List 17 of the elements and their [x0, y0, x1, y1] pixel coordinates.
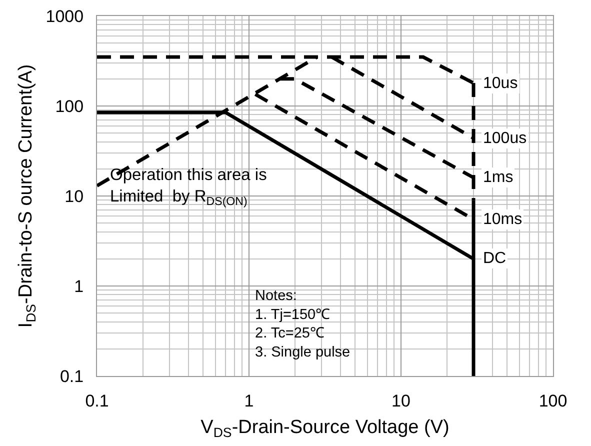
annotation: Notes: 1. Tj=150℃ 2. Tc=25℃ 3. Single pulse: [255, 288, 350, 361]
x-tick-label: 10: [392, 391, 410, 410]
y-tick-label: 0.1: [60, 366, 84, 386]
x-axis-title: V$_{DS}$-Drain-Source Voltage (V): [200, 417, 450, 440]
series-label: DC: [483, 250, 506, 267]
y-tick-label: 10: [64, 186, 84, 206]
x-tick-label: 100: [538, 391, 568, 410]
series-label: 10us: [483, 75, 518, 92]
series-label: 1ms: [483, 169, 514, 186]
y-tick-label: 100: [55, 96, 84, 116]
series-label: 10ms: [483, 211, 522, 228]
x-tick-label: 0.1: [85, 391, 109, 410]
annotation: Operation this area is Limited by R$_{DS(ON)}$: [110, 166, 267, 208]
series-label: 100us: [483, 130, 527, 147]
y-tick-label: 1000: [46, 6, 84, 26]
x-tick-label: 1: [244, 391, 254, 410]
y-tick-label: 1: [74, 276, 84, 296]
